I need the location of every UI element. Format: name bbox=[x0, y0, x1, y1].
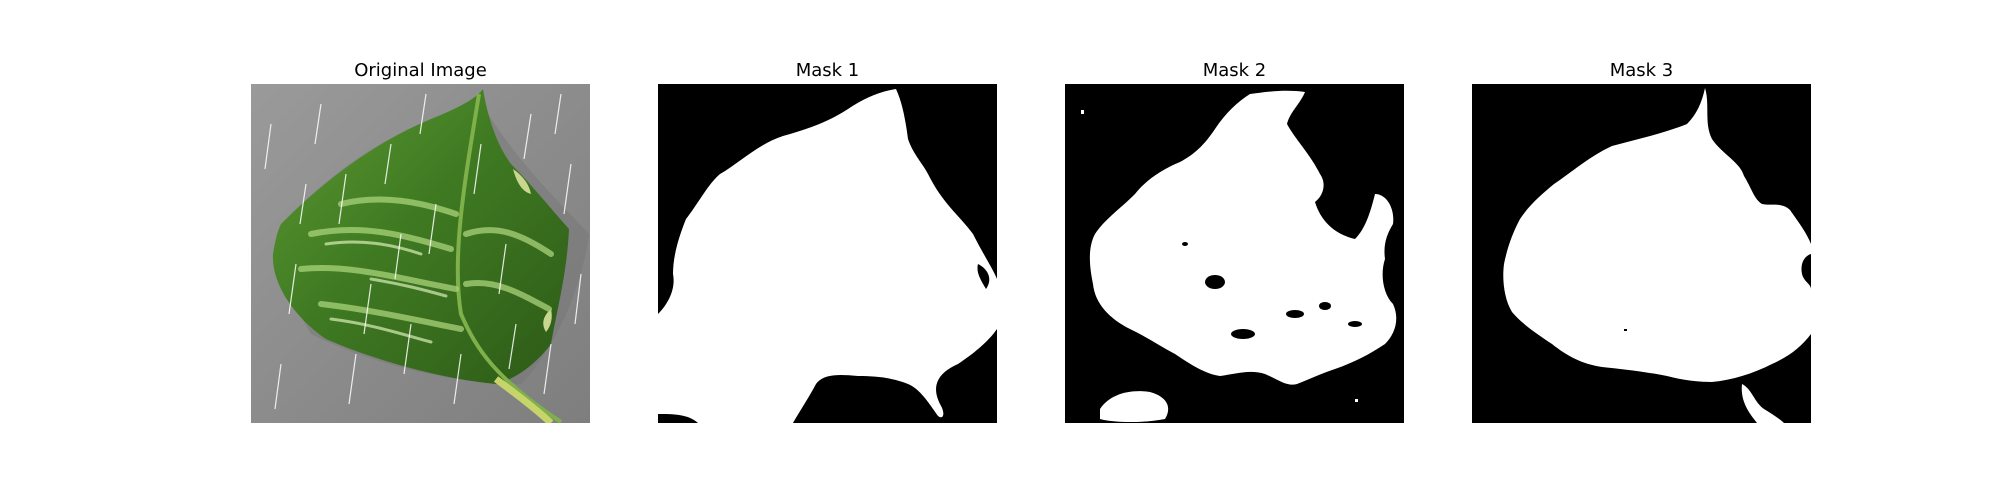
panel-title: Original Image bbox=[354, 60, 487, 81]
mask-1-image bbox=[658, 84, 997, 423]
mask-3-image bbox=[1472, 84, 1811, 423]
mask-2-foreground bbox=[1089, 90, 1397, 385]
mask-3-foreground bbox=[1503, 88, 1811, 382]
panel-mask-3: Mask 3 bbox=[1472, 58, 1811, 423]
panel-title: Mask 3 bbox=[1609, 60, 1674, 81]
panel-title: Mask 2 bbox=[1202, 60, 1267, 81]
panel-mask-1: Mask 1 bbox=[658, 58, 997, 423]
panel-title: Mask 1 bbox=[795, 60, 860, 81]
panel-mask-2: Mask 2 bbox=[1065, 58, 1404, 423]
panel-original-image: Original Image bbox=[251, 58, 590, 423]
mask-2-image bbox=[1065, 84, 1404, 423]
mask-1-foreground bbox=[658, 89, 997, 423]
original-leaf-image bbox=[251, 84, 590, 423]
